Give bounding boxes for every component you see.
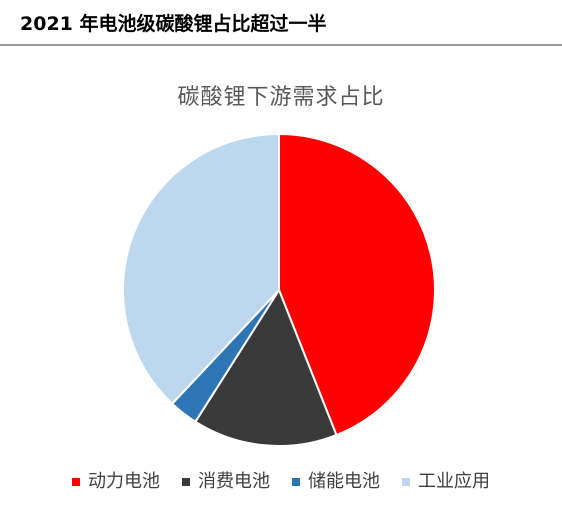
legend-swatch [402,478,410,486]
legend-swatch [292,478,300,486]
legend-label: 动力电池 [88,471,160,492]
legend-label: 工业应用 [418,471,490,492]
pie-slice-4 [122,132,280,406]
legend-item-2: 消费电池 [182,470,270,494]
heading-divider [0,44,562,46]
legend-swatch [72,478,80,486]
legend-item-1: 动力电池 [72,470,160,494]
legend-swatch [182,478,190,486]
legend-item-4: 工业应用 [402,470,490,494]
pie-slices [122,132,436,447]
pie-slice-2 [194,287,338,447]
chart-title: 碳酸锂下游需求占比 [177,85,385,110]
legend-item-3: 储能电池 [292,470,380,494]
section-heading-text: 2021 年电池级碳酸锂占比超过一半 [20,13,327,35]
section-heading: 2021 年电池级碳酸锂占比超过一半 [20,12,327,36]
legend-label: 消费电池 [198,471,270,492]
legend-label: 储能电池 [308,471,380,492]
chart-legend: 动力电池 消费电池 储能电池 工业应用 [0,470,562,494]
pie-slice-1 [278,132,436,437]
